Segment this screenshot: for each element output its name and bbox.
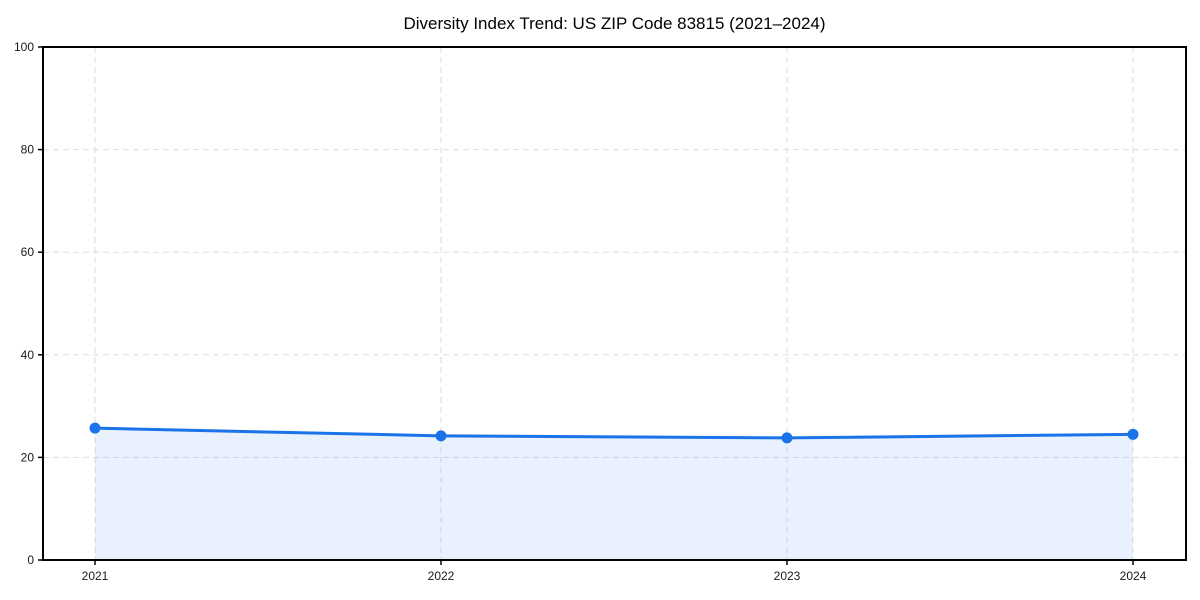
data-point-marker <box>781 432 793 444</box>
data-point-marker <box>89 422 101 434</box>
y-axis-tick-label: 40 <box>21 348 35 362</box>
y-axis-tick-label: 20 <box>21 450 35 464</box>
y-axis-tick-label: 60 <box>21 245 35 259</box>
x-axis-tick-label: 2024 <box>1120 569 1147 583</box>
axes-spines <box>42 46 1187 561</box>
y-axis-tick-label: 80 <box>21 143 35 157</box>
area-fill <box>95 428 1133 560</box>
data-point-marker <box>1127 428 1139 440</box>
y-axis-tick-label: 100 <box>14 40 34 54</box>
x-axis-tick-label: 2022 <box>428 569 455 583</box>
data-point-marker <box>435 430 447 442</box>
trend-line <box>93 426 1135 440</box>
y-axis-tick-label: 0 <box>27 553 34 567</box>
chart-title: Diversity Index Trend: US ZIP Code 83815… <box>403 14 826 33</box>
x-axis-tick-label: 2021 <box>82 569 109 583</box>
x-axis-tick-label: 2023 <box>774 569 801 583</box>
